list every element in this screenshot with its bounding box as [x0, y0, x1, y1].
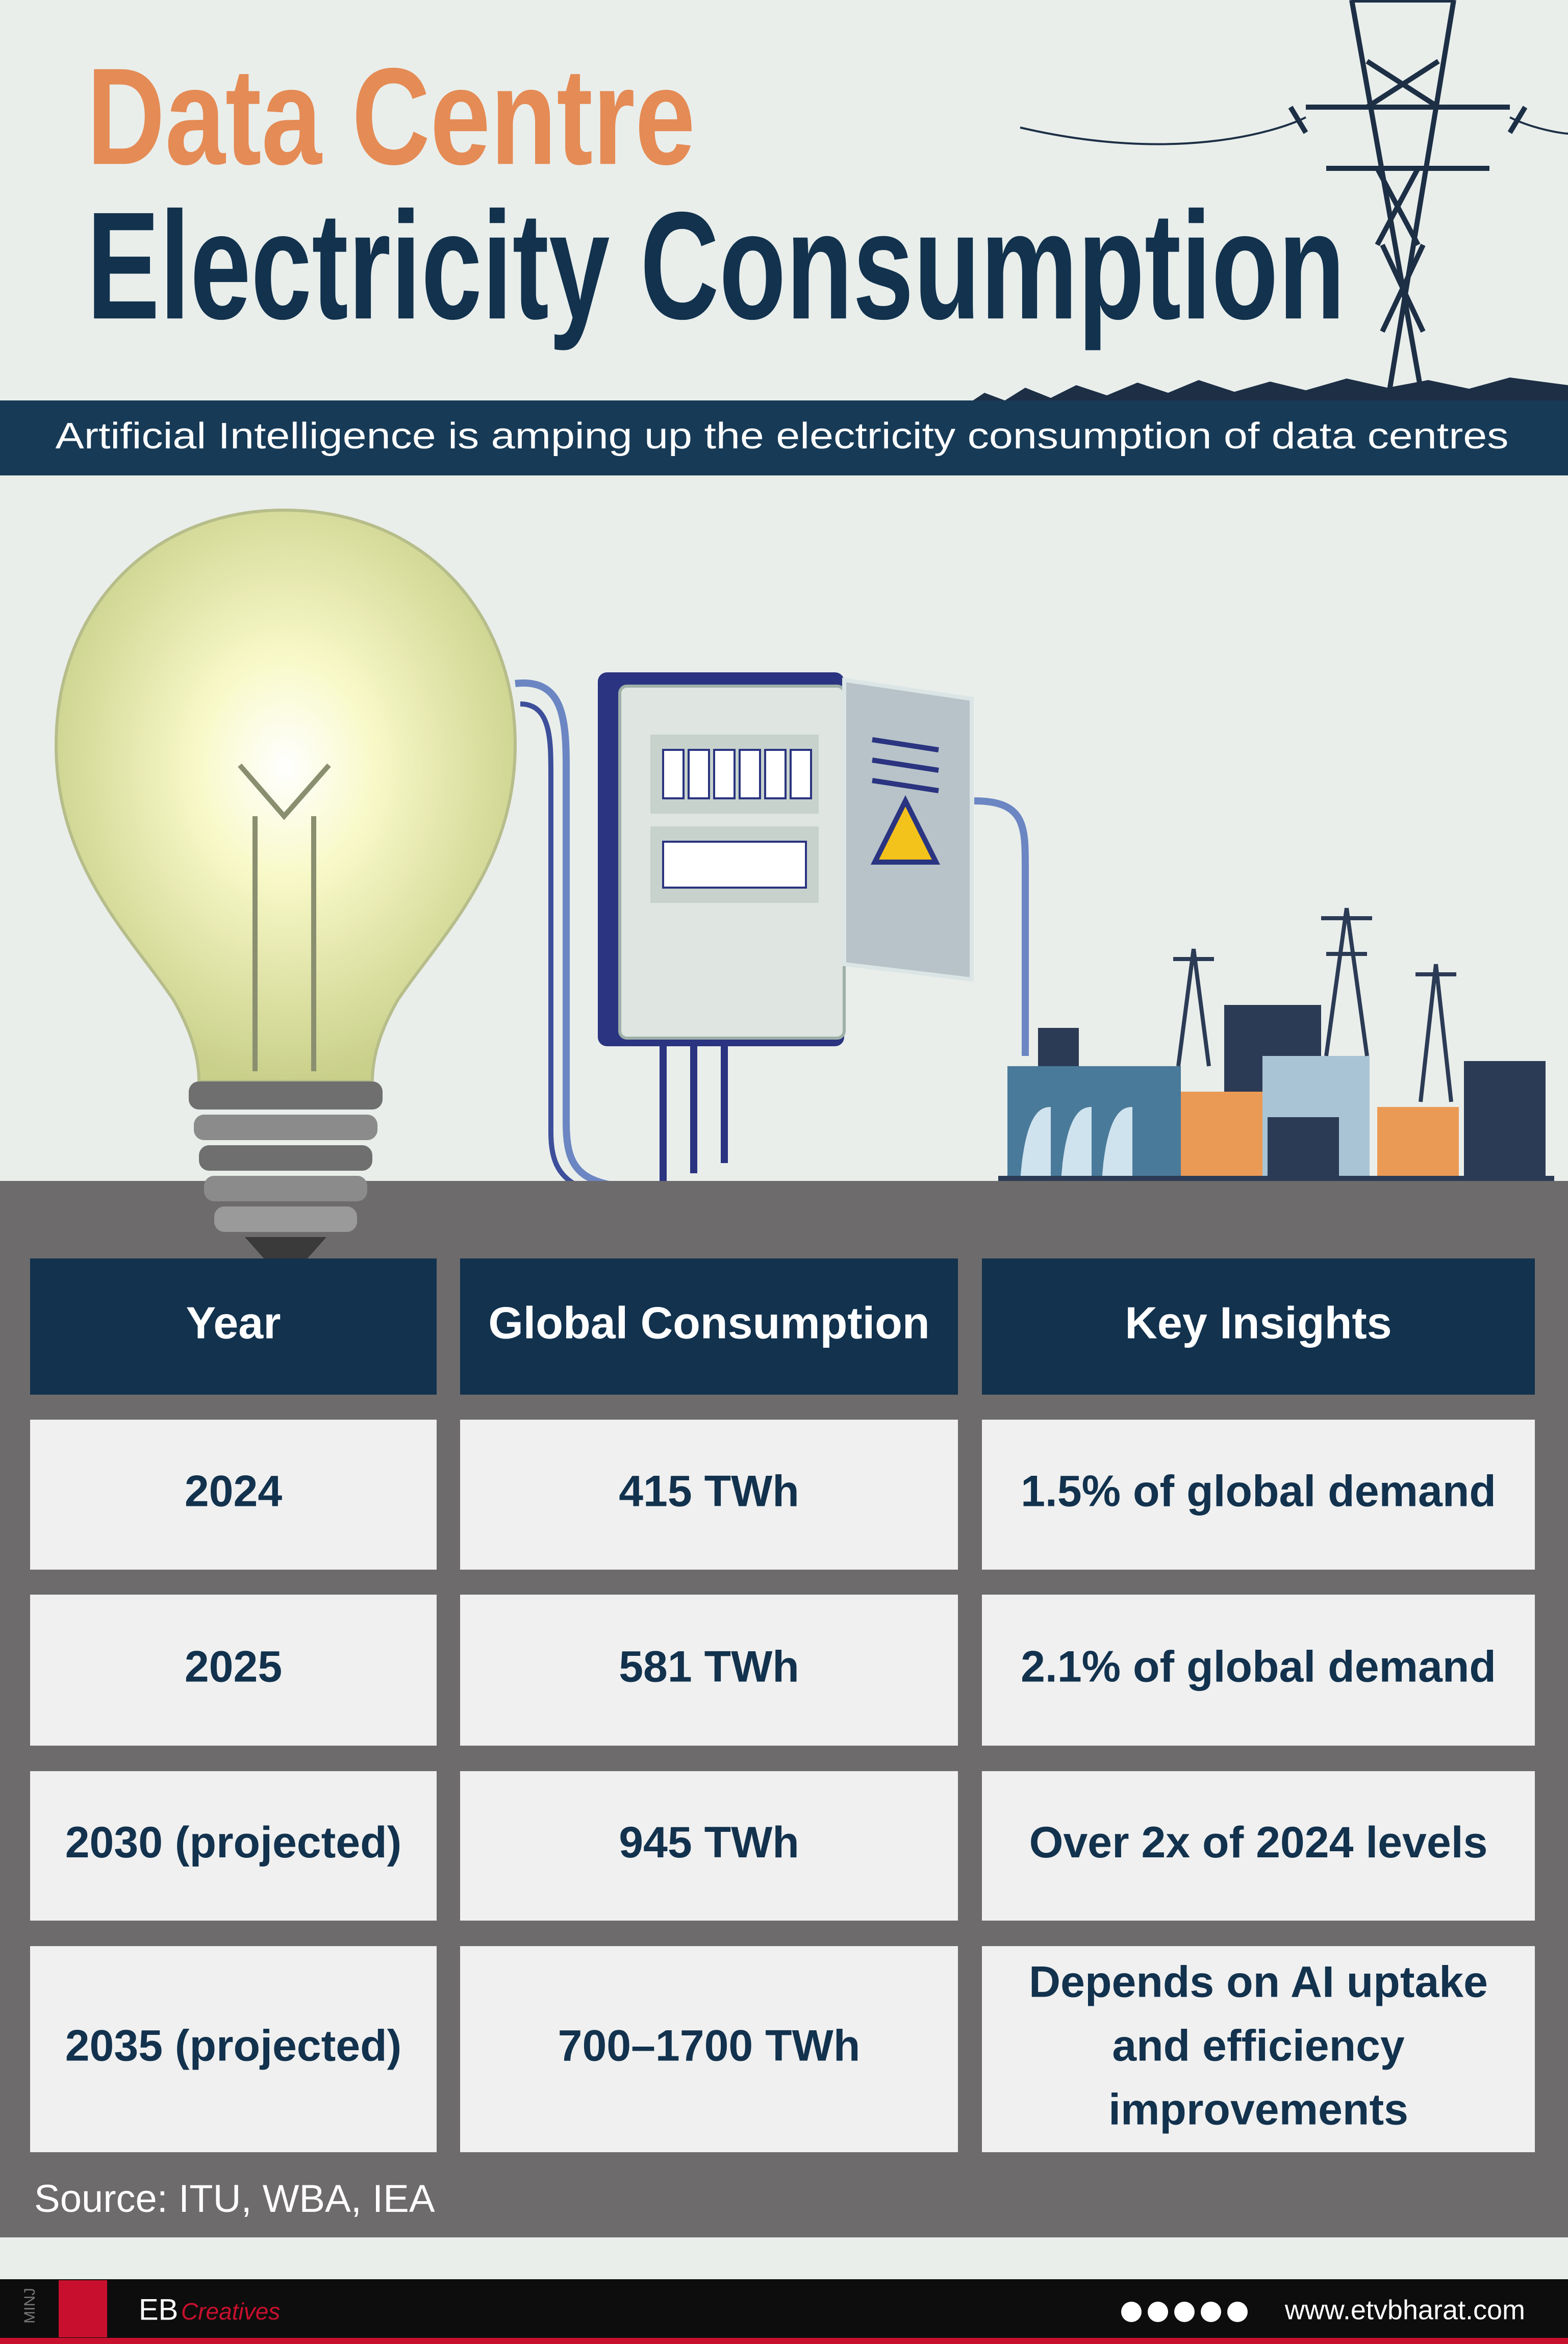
- cell-text: Depends on AI uptake: [1029, 1958, 1488, 2007]
- subtitle: Artificial Intelligence is amping up the…: [56, 416, 1509, 457]
- data-table: Year Global Consumption Key Insights 2024 41…: [30, 1258, 1535, 2152]
- cell-text: 2025: [185, 1643, 282, 1692]
- subtitle-band: [0, 400, 1568, 475]
- cell-text: 945 TWh: [619, 1818, 799, 1867]
- cell-text: 581 TWh: [619, 1643, 799, 1692]
- table-cell: [982, 1420, 1535, 1570]
- bulb-base: [204, 1176, 367, 1260]
- cell-text: 2030 (projected): [65, 1818, 402, 1867]
- table-cell: [460, 1946, 958, 2152]
- cell-text: improvements: [1108, 2085, 1408, 2134]
- footer-strip: [0, 2237, 1568, 2279]
- logo: [59, 2280, 107, 2337]
- cell-text: 415 TWh: [619, 1467, 799, 1516]
- header-text: Key Insights: [1125, 1297, 1392, 1348]
- tagline: Creatives: [181, 2298, 280, 2325]
- header-cell: [982, 1258, 1535, 1395]
- table-cell: [30, 1946, 437, 2152]
- table-cell: [982, 1771, 1535, 1921]
- header-text: Global Consumption: [488, 1297, 929, 1348]
- table-cell: [460, 1595, 958, 1746]
- cell-text: 2.1% of global demand: [1021, 1643, 1496, 1692]
- electric-panel: [515, 672, 1029, 1201]
- cell-text: 2035 (projected): [65, 2022, 402, 2071]
- header-cell: [460, 1258, 958, 1395]
- source: Source: ITU, WBA, IEA: [34, 2177, 435, 2221]
- footer-accent: [0, 2338, 1568, 2344]
- title-line-2: Electricity Consumption: [87, 180, 1345, 352]
- table-cell: [30, 1420, 437, 1570]
- cell-text: Over 2x of 2024 levels: [1029, 1818, 1488, 1867]
- brand: EB: [139, 2293, 178, 2326]
- title-line-1: Data Centre: [87, 40, 695, 193]
- table-cell: [460, 1771, 958, 1921]
- cell-text: 700–1700 TWh: [558, 2022, 861, 2071]
- cell-text: and efficiency: [1112, 2022, 1405, 2071]
- table-cell: [982, 1595, 1535, 1746]
- cell-text: 2024: [185, 1467, 282, 1516]
- table-cell: [30, 1595, 437, 1746]
- header-text: Year: [186, 1297, 281, 1348]
- table-cell: [460, 1420, 958, 1570]
- table-cell: [30, 1771, 437, 1921]
- header-cell: [30, 1258, 437, 1395]
- credit: MINJ: [21, 2288, 38, 2324]
- cell-text: 1.5% of global demand: [1021, 1467, 1496, 1516]
- social-icons: [1121, 2302, 1248, 2322]
- power-tower: [1020, 0, 1568, 404]
- website[interactable]: www.etvbharat.com: [1284, 2295, 1525, 2325]
- tree-line: [969, 377, 1568, 403]
- table-cell: [982, 1946, 1535, 2152]
- footer-bar: [0, 2279, 1568, 2344]
